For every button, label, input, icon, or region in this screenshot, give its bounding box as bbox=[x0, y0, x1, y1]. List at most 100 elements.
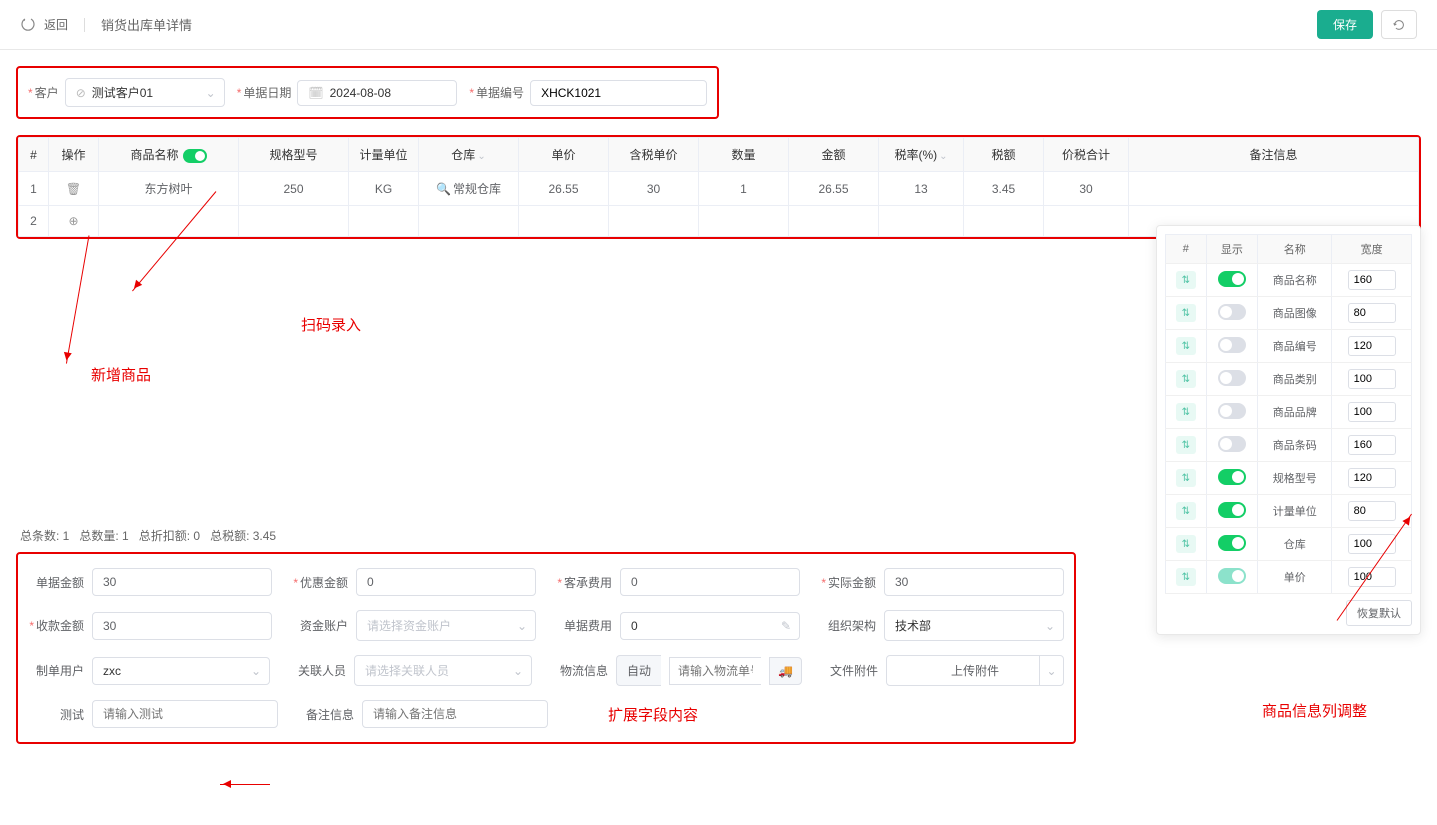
cfg-drag[interactable]: ⇅ bbox=[1166, 561, 1207, 594]
show-toggle[interactable] bbox=[1218, 502, 1246, 518]
cfg-drag[interactable]: ⇅ bbox=[1166, 297, 1207, 330]
cfg-show[interactable] bbox=[1206, 528, 1258, 561]
cell-qty[interactable] bbox=[699, 206, 789, 237]
drag-handle-icon[interactable]: ⇅ bbox=[1176, 502, 1196, 520]
cfg-drag[interactable]: ⇅ bbox=[1166, 330, 1207, 363]
cell-spec[interactable]: 250 bbox=[239, 172, 349, 206]
chevron-down-icon[interactable]: ⌄ bbox=[477, 151, 485, 162]
width-input[interactable] bbox=[1348, 336, 1396, 356]
width-input[interactable] bbox=[1348, 402, 1396, 422]
cfg-drag[interactable]: ⇅ bbox=[1166, 429, 1207, 462]
cfg-show[interactable] bbox=[1206, 561, 1258, 594]
test-input[interactable] bbox=[92, 700, 278, 728]
refresh-button[interactable] bbox=[1381, 10, 1417, 39]
drag-handle-icon[interactable]: ⇅ bbox=[1176, 469, 1196, 487]
cfg-show[interactable] bbox=[1206, 462, 1258, 495]
cell-taxprice[interactable]: 30 bbox=[609, 172, 699, 206]
show-toggle[interactable] bbox=[1218, 271, 1246, 287]
creator-select[interactable]: zxc⌄ bbox=[92, 657, 270, 685]
cfg-show[interactable] bbox=[1206, 396, 1258, 429]
cell-total[interactable]: 30 bbox=[1044, 172, 1129, 206]
cell-op[interactable]: 🗑 bbox=[49, 172, 99, 206]
cfg-show[interactable] bbox=[1206, 363, 1258, 396]
width-input[interactable] bbox=[1348, 303, 1396, 323]
show-toggle[interactable] bbox=[1218, 304, 1246, 320]
drag-handle-icon[interactable]: ⇅ bbox=[1176, 304, 1196, 322]
add-icon[interactable]: ⊕ bbox=[68, 214, 78, 228]
cell-price[interactable]: 26.55 bbox=[519, 172, 609, 206]
drag-handle-icon[interactable]: ⇅ bbox=[1176, 337, 1196, 355]
cfg-show[interactable] bbox=[1206, 264, 1258, 297]
cell-amount[interactable]: 26.55 bbox=[789, 172, 879, 206]
cell-name[interactable]: 东方树叶 bbox=[99, 172, 239, 206]
cfg-drag[interactable]: ⇅ bbox=[1166, 363, 1207, 396]
doc-amount-input[interactable] bbox=[92, 568, 272, 596]
cell-name[interactable] bbox=[99, 206, 239, 237]
drag-handle-icon[interactable]: ⇅ bbox=[1176, 403, 1196, 421]
save-button[interactable]: 保存 bbox=[1317, 10, 1373, 39]
cell-qty[interactable]: 1 bbox=[699, 172, 789, 206]
drag-handle-icon[interactable]: ⇅ bbox=[1176, 370, 1196, 388]
show-toggle[interactable] bbox=[1218, 436, 1246, 452]
cfg-drag[interactable]: ⇅ bbox=[1166, 396, 1207, 429]
show-toggle[interactable] bbox=[1218, 403, 1246, 419]
chevron-down-icon[interactable]: ⌄ bbox=[939, 151, 947, 162]
upload-button[interactable]: 上传附件⌄ bbox=[886, 655, 1064, 686]
drag-handle-icon[interactable]: ⇅ bbox=[1176, 535, 1196, 553]
doc-fee-input[interactable]: 0✎ bbox=[620, 612, 800, 640]
width-input[interactable] bbox=[1348, 270, 1396, 290]
show-toggle[interactable] bbox=[1218, 535, 1246, 551]
show-toggle[interactable] bbox=[1218, 469, 1246, 485]
show-toggle[interactable] bbox=[1218, 568, 1246, 584]
delete-icon[interactable]: 🗑 bbox=[66, 182, 81, 196]
cfg-drag[interactable]: ⇅ bbox=[1166, 528, 1207, 561]
truck-icon[interactable]: 🚚 bbox=[769, 657, 802, 685]
cell-wh[interactable] bbox=[419, 206, 519, 237]
cell-unit[interactable] bbox=[349, 206, 419, 237]
drag-handle-icon[interactable]: ⇅ bbox=[1176, 271, 1196, 289]
width-input[interactable] bbox=[1348, 369, 1396, 389]
org-select[interactable]: 技术部⌄ bbox=[884, 610, 1064, 641]
remark-input[interactable] bbox=[362, 700, 548, 728]
cell-total[interactable] bbox=[1044, 206, 1129, 237]
cell-taxrate[interactable] bbox=[879, 206, 964, 237]
logistics-input[interactable] bbox=[669, 657, 761, 685]
width-input[interactable] bbox=[1348, 501, 1396, 521]
cell-price[interactable] bbox=[519, 206, 609, 237]
width-input[interactable] bbox=[1348, 468, 1396, 488]
name-toggle[interactable] bbox=[183, 149, 207, 163]
docno-input[interactable] bbox=[530, 80, 707, 106]
cell-wh[interactable]: 🔍常规仓库 bbox=[419, 172, 519, 206]
back-text[interactable]: 返回 bbox=[44, 16, 68, 33]
cell-taxrate[interactable]: 13 bbox=[879, 172, 964, 206]
cust-fee-input[interactable] bbox=[620, 568, 800, 596]
cfg-show[interactable] bbox=[1206, 495, 1258, 528]
width-input[interactable] bbox=[1348, 435, 1396, 455]
cell-op[interactable]: ⊕ bbox=[49, 206, 99, 237]
cell-unit[interactable]: KG bbox=[349, 172, 419, 206]
drag-handle-icon[interactable]: ⇅ bbox=[1176, 436, 1196, 454]
cfg-drag[interactable]: ⇅ bbox=[1166, 462, 1207, 495]
cell-amount[interactable] bbox=[789, 206, 879, 237]
show-toggle[interactable] bbox=[1218, 337, 1246, 353]
back-icon[interactable] bbox=[20, 17, 36, 33]
cfg-drag[interactable]: ⇅ bbox=[1166, 495, 1207, 528]
auto-button[interactable]: 自动 bbox=[616, 655, 661, 686]
discount-input[interactable] bbox=[356, 568, 536, 596]
cell-taxamt[interactable]: 3.45 bbox=[964, 172, 1044, 206]
relation-select[interactable]: 请选择关联人员⌄ bbox=[354, 655, 532, 686]
date-input[interactable]: 🗓 2024-08-08 bbox=[297, 80, 457, 106]
cell-remark[interactable] bbox=[1129, 172, 1419, 206]
cell-taxprice[interactable] bbox=[609, 206, 699, 237]
restore-default-button[interactable]: 恢复默认 bbox=[1346, 600, 1412, 626]
actual-input[interactable] bbox=[884, 568, 1064, 596]
cfg-drag[interactable]: ⇅ bbox=[1166, 264, 1207, 297]
customer-select[interactable]: ⊘ 测试客户01 ⌄ bbox=[65, 78, 225, 107]
receipt-input[interactable] bbox=[92, 612, 272, 640]
show-toggle[interactable] bbox=[1218, 370, 1246, 386]
cfg-show[interactable] bbox=[1206, 429, 1258, 462]
drag-handle-icon[interactable]: ⇅ bbox=[1176, 568, 1196, 586]
cfg-show[interactable] bbox=[1206, 297, 1258, 330]
cfg-show[interactable] bbox=[1206, 330, 1258, 363]
cell-taxamt[interactable] bbox=[964, 206, 1044, 237]
